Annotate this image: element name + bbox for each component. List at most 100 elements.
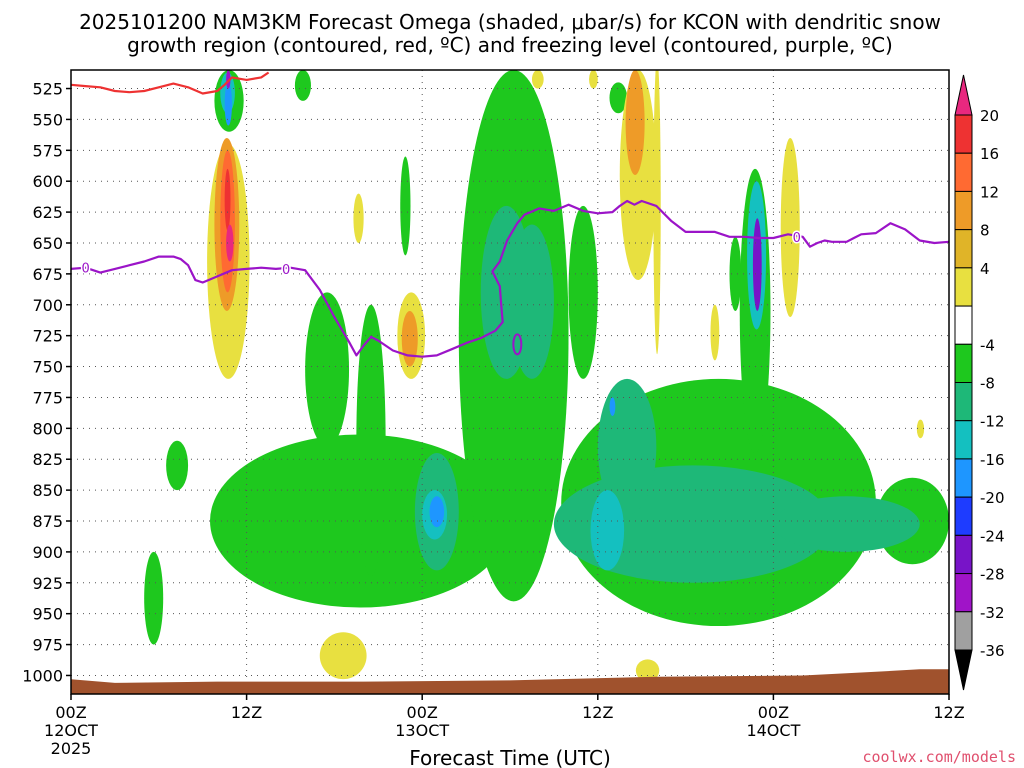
freezing-level-line — [71, 199, 949, 358]
y-tick-label-900: 900 — [32, 543, 63, 562]
omega-region-44 — [780, 137, 800, 318]
y-tick-label-850: 850 — [32, 481, 63, 500]
x-axis-title: Forecast Time (UTC) — [409, 746, 611, 768]
omega-region-9 — [166, 440, 189, 491]
omega-region-3 — [224, 168, 231, 231]
colorbar-band-9 — [954, 458, 973, 498]
x-tick-label-3: 12Z — [582, 703, 613, 722]
omega-region-33 — [609, 397, 616, 416]
y-tick-label-750: 750 — [32, 358, 63, 377]
omega-region-42 — [635, 659, 660, 682]
colorbar-band-1 — [954, 152, 973, 192]
omega-shading-layer — [144, 70, 949, 682]
freezing-level-labels: 0 0 0 — [80, 229, 802, 279]
x-tick-year-0: 2025 — [51, 739, 92, 758]
y-tick-label-675: 675 — [32, 265, 63, 284]
freezing-label-2: 0 — [793, 231, 801, 246]
colorbar-label-8: -12 — [980, 413, 1005, 431]
y-tick-label-775: 775 — [32, 388, 63, 407]
omega-region-45 — [710, 304, 720, 361]
colorbar-label-4: 4 — [980, 260, 990, 278]
omega-region-8 — [226, 70, 231, 89]
x-tick-date-0: 12OCT — [44, 721, 98, 740]
omega-region-12 — [305, 292, 350, 447]
plot-area: 0 0 0 — [71, 70, 949, 694]
y-tick-label-925: 925 — [32, 574, 63, 593]
y-tick-label-725: 725 — [32, 327, 63, 346]
x-tick-label-4: 00Z — [758, 703, 789, 722]
colorbar-band-13 — [954, 611, 973, 651]
colorbar-label-13: -32 — [980, 604, 1005, 622]
omega-region-10 — [144, 551, 164, 645]
y-tick-label-800: 800 — [32, 419, 63, 438]
gridlines — [71, 70, 949, 694]
colorbar-label-1: 16 — [980, 145, 999, 163]
y-tick-label-525: 525 — [32, 80, 63, 99]
x-tick-date-2: 13OCT — [395, 721, 449, 740]
x-tick-label-5: 12Z — [933, 703, 964, 722]
colorbar-band-4 — [954, 267, 973, 307]
omega-region-22 — [568, 205, 598, 379]
colorbar-label-0: 20 — [980, 107, 999, 125]
colorbar-label-2: 12 — [980, 183, 999, 201]
y-tick-label-825: 825 — [32, 450, 63, 469]
omega-region-25 — [510, 224, 554, 379]
omega-region-43 — [319, 632, 367, 680]
colorbar-band-11 — [954, 534, 973, 575]
credit-text: coolwx.com/models — [862, 748, 1016, 766]
y-tick-label-650: 650 — [32, 234, 63, 253]
colorbar-label-12: -28 — [980, 566, 1005, 584]
colorbar-band-3 — [954, 229, 973, 269]
omega-region-4 — [226, 224, 234, 262]
colorbar-band-2 — [954, 190, 973, 231]
freezing-label-1: 0 — [282, 263, 290, 278]
freezing-label-0: 0 — [81, 262, 89, 277]
y-tick-label-1000: 1000 — [22, 666, 63, 685]
colorbar: 20 16 12 8 4 -4 -8 -12 -16 -20 -24 -28 -32 -36 — [954, 74, 1005, 691]
colorbar-band-12 — [954, 573, 973, 613]
colorbar-bottom-cap — [954, 649, 973, 691]
colorbar-label-3: 8 — [980, 222, 990, 240]
omega-region-40 — [531, 70, 544, 89]
colorbar-top-cap — [954, 74, 973, 116]
terrain-ground-fill — [71, 669, 949, 694]
colorbar-label-bottom: -36 — [980, 642, 1005, 660]
omega-region-39 — [625, 70, 645, 176]
omega-region-20 — [294, 70, 311, 101]
colorbar-band-6 — [954, 343, 973, 383]
plot-frame — [70, 69, 950, 695]
omega-region-34 — [752, 218, 762, 311]
contour-lines-layer — [71, 71, 949, 358]
colorbar-label-7: -8 — [980, 375, 995, 393]
freezing-level-loop — [512, 333, 523, 356]
y-tick-label-625: 625 — [32, 203, 63, 222]
omega-region-35 — [353, 193, 364, 243]
omega-region-21 — [400, 156, 411, 256]
omega-region-41 — [589, 70, 598, 89]
y-axis: 525 550 575 600 625 650 675 700 725 750 775 800 825 8… — [22, 80, 71, 685]
colorbar-band-5 — [954, 305, 973, 345]
colorbar-label-9: -16 — [980, 451, 1005, 469]
colorbar-label-10: -20 — [980, 489, 1005, 507]
colorbar-band-0 — [954, 114, 973, 154]
omega-region-19 — [609, 82, 628, 114]
omega-region-13 — [356, 304, 386, 577]
chart-title-line-2: growth region (contoured, red, ºC) and f… — [127, 33, 893, 57]
omega-region-37 — [401, 310, 418, 367]
colorbar-band-7 — [954, 382, 973, 422]
omega-region-47 — [916, 419, 925, 439]
y-tick-label-875: 875 — [32, 512, 63, 531]
x-tick-label-2: 00Z — [407, 703, 438, 722]
colorbar-label-6: -4 — [980, 336, 995, 354]
omega-region-18 — [729, 236, 742, 311]
omega-region-30 — [590, 490, 625, 571]
y-tick-label-575: 575 — [32, 141, 63, 160]
omega-region-7 — [224, 82, 232, 126]
colorbar-band-10 — [954, 496, 973, 536]
y-tick-label-600: 600 — [32, 172, 63, 191]
dgz-contour-line — [71, 71, 270, 95]
omega-region-28 — [773, 496, 920, 552]
y-tick-label-700: 700 — [32, 296, 63, 315]
